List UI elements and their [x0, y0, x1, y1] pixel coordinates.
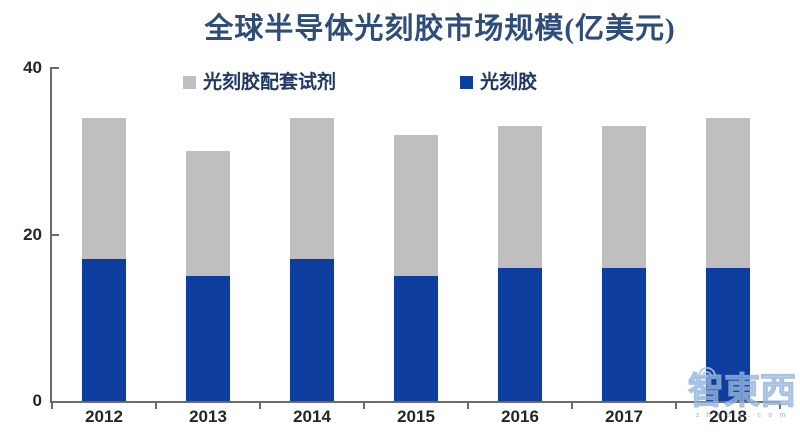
x-axis-tick	[51, 403, 53, 409]
y-axis-tick	[52, 67, 59, 69]
bar-segment-光刻胶配套试剂-2018	[706, 117, 750, 268]
x-axis-label-2017: 2017	[605, 407, 643, 426]
legend-item-reagent: 光刻胶配套试剂	[183, 72, 336, 92]
legend-item-photoresist: 光刻胶	[460, 72, 537, 92]
bar-segment-光刻胶配套试剂-2017	[602, 126, 646, 268]
bar-segment-光刻胶-2014	[290, 259, 334, 401]
bar-segment-光刻胶-2013	[186, 276, 230, 401]
x-axis-label-2016: 2016	[501, 407, 539, 426]
legend-label-photoresist: 光刻胶	[480, 71, 538, 93]
x-axis-tick	[467, 403, 469, 409]
x-axis-label-2015: 2015	[397, 407, 435, 426]
x-axis-tick	[571, 403, 573, 409]
bar-segment-光刻胶-2018	[706, 267, 750, 401]
x-axis-tick	[259, 403, 261, 409]
bar-segment-光刻胶配套试剂-2013	[186, 151, 230, 277]
y-axis-label: 40	[23, 58, 42, 77]
x-axis-tick	[155, 403, 157, 409]
bar-segment-光刻胶-2015	[394, 276, 438, 401]
bar-segment-光刻胶-2017	[602, 267, 646, 401]
x-axis-label-2018: 2018	[709, 407, 747, 426]
legend-label-reagent: 光刻胶配套试剂	[203, 71, 337, 93]
x-axis-tick	[675, 403, 677, 409]
bar-segment-光刻胶配套试剂-2016	[498, 126, 542, 268]
y-axis	[50, 67, 52, 403]
x-axis-tick	[363, 403, 365, 409]
bar-segment-光刻胶-2012	[82, 259, 126, 401]
bar-segment-光刻胶配套试剂-2012	[82, 117, 126, 260]
y-axis-label: 0	[32, 391, 42, 410]
bar-segment-光刻胶-2016	[498, 267, 542, 401]
x-axis-tick	[779, 403, 781, 409]
x-axis	[50, 401, 780, 403]
legend-swatch-gray-icon	[183, 75, 196, 89]
x-axis-label-2014: 2014	[293, 407, 331, 426]
legend-swatch-blue-icon	[460, 75, 473, 89]
x-axis-label-2012: 2012	[85, 407, 123, 426]
y-axis-label: 20	[23, 224, 42, 244]
bar-segment-光刻胶配套试剂-2015	[394, 134, 438, 277]
y-axis-tick	[52, 233, 59, 236]
x-axis-label-2013: 2013	[189, 407, 227, 426]
chart-title: 全球半导体光刻胶市场规模(亿美元)	[204, 13, 676, 45]
bar-segment-光刻胶配套试剂-2014	[290, 117, 334, 260]
